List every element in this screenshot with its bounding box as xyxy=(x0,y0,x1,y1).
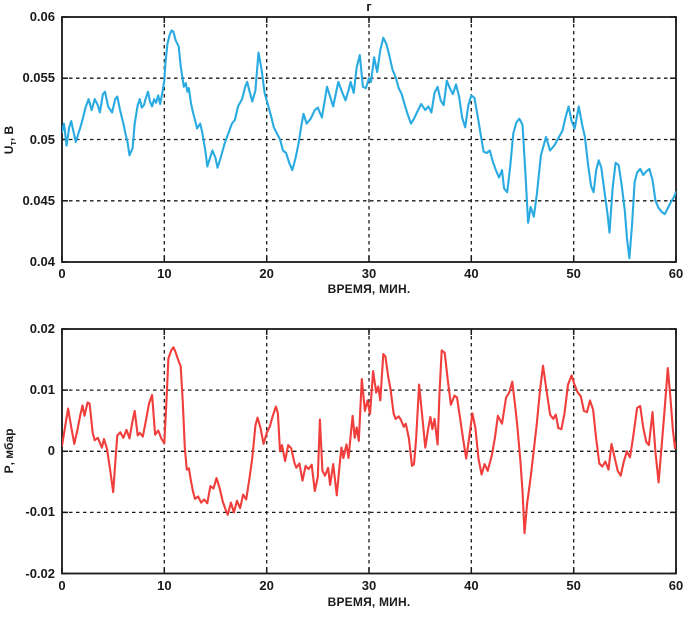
y-tick-label: 0 xyxy=(47,443,55,459)
x-tick-label: 10 xyxy=(157,577,172,593)
axes-box xyxy=(61,328,677,575)
x-tick-label: 50 xyxy=(566,577,581,593)
x-tick-label: 10 xyxy=(157,266,172,281)
y-tick-label: -0.01 xyxy=(25,504,55,520)
y-tick-label: 0.045 xyxy=(22,192,55,208)
plot-area xyxy=(61,328,677,575)
x-tick-label: 0 xyxy=(58,577,66,593)
y-tick-label: 0.01 xyxy=(29,382,55,398)
x-tick-label: 40 xyxy=(464,266,479,281)
x-tick-label: 20 xyxy=(259,266,274,281)
x-tick-label: 30 xyxy=(361,266,377,281)
y-tick-label: 0.05 xyxy=(29,131,55,147)
y-tick-label: -0.02 xyxy=(25,565,55,581)
plot-area xyxy=(61,16,677,263)
x-tick-label: 20 xyxy=(259,577,274,593)
x-tick-label: 60 xyxy=(668,266,684,281)
chart-1-pressure: Р, мбар ВРЕМЯ, МИН. 0 10 20 30 40 50 60 -0.02 -0… xyxy=(0,310,692,620)
chart-0-voltage: г Uт, В ВРЕМЯ, МИН. 0 10 20 30 40 50 60 0.04 0.0… xyxy=(2,0,684,296)
x-axis-label: ВРЕМЯ, МИН. xyxy=(327,282,411,296)
x-tick-label: 40 xyxy=(464,577,479,593)
chart-title: г xyxy=(366,0,372,14)
data-line xyxy=(62,29,676,260)
axes-box xyxy=(61,16,677,263)
x-tick-label: 50 xyxy=(566,266,581,281)
data-line xyxy=(62,346,676,535)
y-tick-label: 0.04 xyxy=(29,254,55,269)
x-tick-label: 30 xyxy=(361,577,377,593)
x-axis-label: ВРЕМЯ, МИН. xyxy=(327,595,411,609)
x-tick-label: 0 xyxy=(58,266,66,281)
y-tick-label: 0.06 xyxy=(29,9,55,24)
y-tick-label: 0.055 xyxy=(22,70,55,86)
x-tick-label: 60 xyxy=(668,577,684,593)
y-tick-label: 0.02 xyxy=(29,321,55,336)
